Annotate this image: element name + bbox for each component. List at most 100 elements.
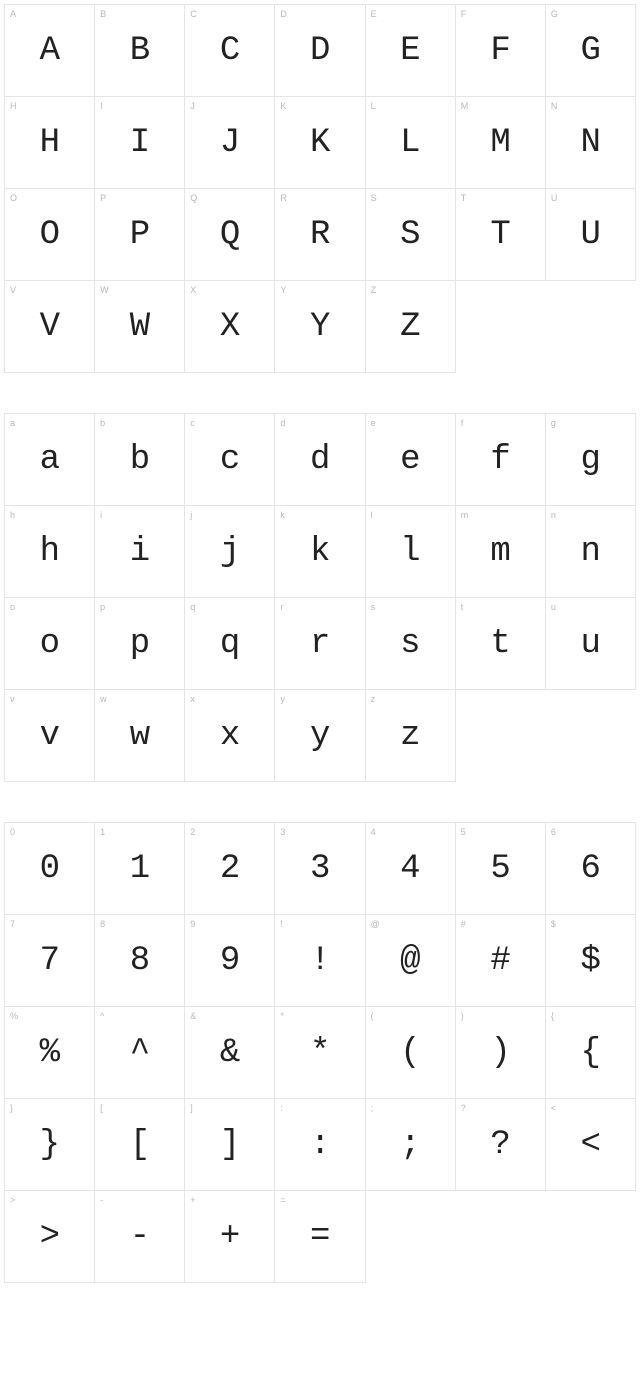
glyph-char: o <box>40 625 60 663</box>
glyph-cell: pp <box>95 598 185 690</box>
glyph-char: 7 <box>40 942 60 980</box>
glyph-cell: EE <box>366 5 456 97</box>
glyph-label: ; <box>371 1103 374 1113</box>
glyph-char: L <box>400 124 420 162</box>
glyph-cell: VV <box>5 281 95 373</box>
glyph-label: 2 <box>190 827 195 837</box>
glyph-cell: PP <box>95 189 185 281</box>
glyph-cell: CC <box>185 5 275 97</box>
glyph-char: G <box>580 32 600 70</box>
glyph-cell: mm <box>456 506 546 598</box>
glyph-char: y <box>310 717 330 755</box>
glyph-char: 4 <box>400 850 420 888</box>
glyph-char: ; <box>400 1126 420 1164</box>
glyph-cell: [[ <box>95 1099 185 1191</box>
glyph-cell: dd <box>275 414 365 506</box>
glyph-cell: KK <box>275 97 365 189</box>
glyph-cell: oo <box>5 598 95 690</box>
glyph-label: Y <box>280 285 286 295</box>
glyph-label: 8 <box>100 919 105 929</box>
glyph-label: D <box>280 9 287 19</box>
glyph-label: 7 <box>10 919 15 929</box>
glyph-grid: 00112233445566778899!!@@##$$%%^^&&**(())… <box>4 822 636 1283</box>
glyph-char: k <box>310 533 330 571</box>
glyph-char: 2 <box>220 850 240 888</box>
glyph-label: * <box>280 1011 284 1021</box>
glyph-cell: xx <box>185 690 275 782</box>
glyph-char: @ <box>400 942 420 980</box>
glyph-cell: SS <box>366 189 456 281</box>
glyph-char: z <box>400 717 420 755</box>
glyph-cell: yy <box>275 690 365 782</box>
glyph-cell: gg <box>546 414 636 506</box>
glyph-label: + <box>190 1195 195 1205</box>
glyph-label: % <box>10 1011 18 1021</box>
glyph-char: & <box>220 1034 240 1072</box>
glyph-cell: OO <box>5 189 95 281</box>
glyph-char: X <box>220 308 240 346</box>
glyph-cell: 99 <box>185 915 275 1007</box>
glyph-char: c <box>220 441 240 479</box>
glyph-label: O <box>10 193 17 203</box>
glyph-cell: 44 <box>366 823 456 915</box>
glyph-char: { <box>580 1034 600 1072</box>
glyph-char: f <box>490 441 510 479</box>
glyph-char: i <box>130 533 150 571</box>
glyph-char: P <box>130 216 150 254</box>
empty-cell <box>366 1191 456 1283</box>
glyph-char: * <box>310 1034 330 1072</box>
glyph-char: b <box>130 441 150 479</box>
section-lowercase: aabbccddeeffgghhiijjkkllmmnnooppqqrrsstt… <box>4 413 636 782</box>
glyph-cell: 00 <box>5 823 95 915</box>
glyph-cell: jj <box>185 506 275 598</box>
glyph-label: B <box>100 9 106 19</box>
glyph-label: H <box>10 101 17 111</box>
glyph-cell: 22 <box>185 823 275 915</box>
glyph-cell: uu <box>546 598 636 690</box>
glyph-char: 0 <box>40 850 60 888</box>
glyph-char: % <box>40 1034 60 1072</box>
glyph-label: v <box>10 694 15 704</box>
glyph-label: z <box>371 694 376 704</box>
glyph-cell: HH <box>5 97 95 189</box>
glyph-label: k <box>280 510 285 520</box>
glyph-label: ^ <box>100 1011 104 1021</box>
glyph-label: J <box>190 101 195 111</box>
glyph-char: Z <box>400 308 420 346</box>
glyph-char: R <box>310 216 330 254</box>
glyph-char: 3 <box>310 850 330 888</box>
glyph-label: 1 <box>100 827 105 837</box>
glyph-cell: 77 <box>5 915 95 1007</box>
glyph-cell: ;; <box>366 1099 456 1191</box>
glyph-cell: && <box>185 1007 275 1099</box>
glyph-label: : <box>280 1103 283 1113</box>
glyph-label: [ <box>100 1103 103 1113</box>
glyph-cell: TT <box>456 189 546 281</box>
glyph-char: V <box>40 308 60 346</box>
glyph-label: 3 <box>280 827 285 837</box>
glyph-cell: GG <box>546 5 636 97</box>
glyph-char: j <box>220 533 240 571</box>
glyph-label: f <box>461 418 464 428</box>
glyph-label: ( <box>371 1011 374 1021</box>
glyph-cell: ww <box>95 690 185 782</box>
glyph-char: s <box>400 625 420 663</box>
glyph-label: e <box>371 418 376 428</box>
glyph-cell: << <box>546 1099 636 1191</box>
glyph-char: O <box>40 216 60 254</box>
glyph-cell: qq <box>185 598 275 690</box>
glyph-cell: (( <box>366 1007 456 1099</box>
glyph-char: A <box>40 32 60 70</box>
glyph-cell: ## <box>456 915 546 1007</box>
glyph-char: D <box>310 32 330 70</box>
glyph-label: R <box>280 193 287 203</box>
glyph-char: > <box>40 1218 60 1256</box>
glyph-char: } <box>40 1126 60 1164</box>
glyph-label: - <box>100 1195 103 1205</box>
glyph-label: @ <box>371 919 380 929</box>
glyph-char: E <box>400 32 420 70</box>
glyph-char: N <box>580 124 600 162</box>
glyph-cell: tt <box>456 598 546 690</box>
glyph-cell: {{ <box>546 1007 636 1099</box>
glyph-label: A <box>10 9 16 19</box>
